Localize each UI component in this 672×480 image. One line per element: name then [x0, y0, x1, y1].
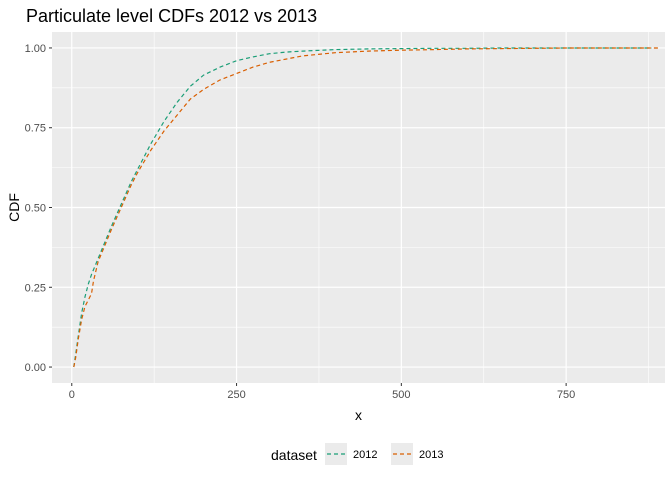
major-gridlines — [52, 32, 665, 383]
series-line-2012 — [73, 47, 652, 368]
y-tick-label: 0.75 — [25, 123, 46, 135]
y-tick-label: 0.00 — [25, 362, 46, 374]
legend-label-2013: 2013 — [419, 449, 443, 461]
y-tick-label: 0.25 — [25, 282, 46, 294]
x-axis: 0 250 500 750 — [69, 383, 575, 401]
x-tick-label: 250 — [227, 389, 245, 401]
y-axis-title: CDF — [6, 193, 22, 222]
y-tick-label: 1.00 — [25, 43, 46, 55]
legend-label-2012: 2012 — [353, 449, 377, 461]
x-tick-label: 0 — [69, 389, 75, 401]
legend: dataset 2012 2013 — [271, 443, 443, 465]
chart-title: Particulate level CDFs 2012 vs 2013 — [26, 6, 317, 26]
series-layer — [73, 47, 659, 368]
legend-title: dataset — [271, 447, 317, 463]
x-tick-label: 750 — [557, 389, 575, 401]
y-tick-label: 0.50 — [25, 203, 46, 215]
x-axis-title: x — [355, 407, 362, 423]
y-axis: 0.00 0.25 0.50 0.75 1.00 — [25, 43, 52, 374]
x-tick-label: 500 — [392, 389, 410, 401]
series-line-2013 — [73, 47, 659, 368]
